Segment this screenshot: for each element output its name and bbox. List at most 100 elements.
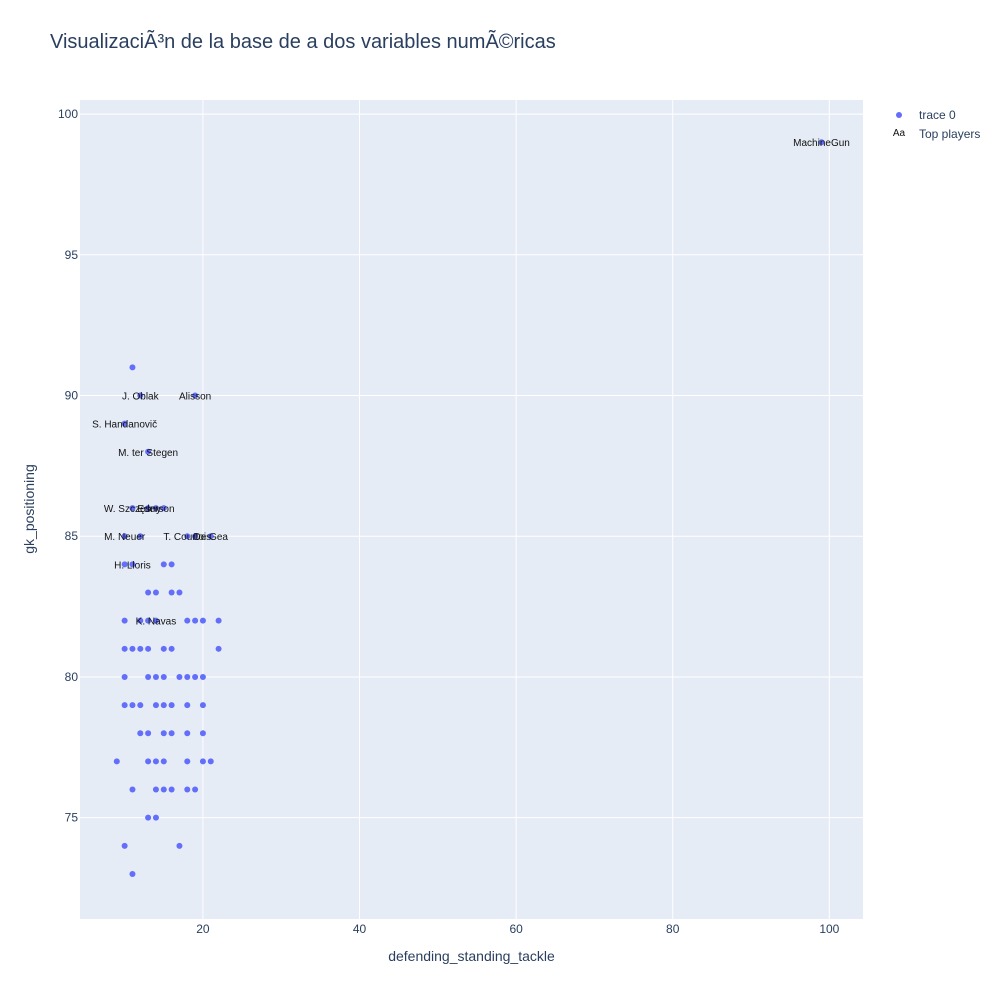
- data-point[interactable]: [160, 786, 167, 793]
- data-point[interactable]: [176, 842, 183, 849]
- data-point[interactable]: [129, 870, 136, 877]
- data-point[interactable]: [121, 420, 128, 427]
- data-point[interactable]: [168, 702, 175, 709]
- data-point[interactable]: [199, 730, 206, 737]
- player-label: W. Szczęsny: [104, 504, 161, 515]
- player-label: T. Courtois: [163, 532, 211, 543]
- data-point[interactable]: [160, 758, 167, 765]
- data-point[interactable]: [121, 561, 128, 568]
- data-point[interactable]: [176, 589, 183, 596]
- data-point[interactable]: [818, 139, 825, 146]
- data-point[interactable]: [152, 505, 159, 512]
- data-point[interactable]: [145, 589, 152, 596]
- data-point[interactable]: [129, 645, 136, 652]
- data-point[interactable]: [137, 392, 144, 399]
- data-point[interactable]: [160, 702, 167, 709]
- data-point[interactable]: [129, 505, 136, 512]
- data-point[interactable]: [199, 758, 206, 765]
- y-tick-label: 85: [65, 529, 79, 543]
- player-label: S. Handanovič: [92, 420, 157, 431]
- data-point[interactable]: [129, 786, 136, 793]
- player-label: H. Lloris: [114, 560, 151, 571]
- legend-item-top-players[interactable]: Aa Top players: [893, 127, 980, 141]
- data-point[interactable]: [113, 758, 120, 765]
- data-point[interactable]: [145, 448, 152, 455]
- player-label: K. Navas: [136, 617, 177, 628]
- data-point[interactable]: [145, 814, 152, 821]
- data-point[interactable]: [145, 673, 152, 680]
- data-point[interactable]: [184, 758, 191, 765]
- data-point[interactable]: [121, 673, 128, 680]
- data-point[interactable]: [160, 673, 167, 680]
- data-point[interactable]: [121, 842, 128, 849]
- data-point[interactable]: [152, 814, 159, 821]
- data-point[interactable]: [176, 673, 183, 680]
- data-point[interactable]: [199, 617, 206, 624]
- data-point[interactable]: [145, 645, 152, 652]
- data-point[interactable]: [207, 758, 214, 765]
- data-point[interactable]: [184, 702, 191, 709]
- data-point[interactable]: [145, 758, 152, 765]
- data-point[interactable]: [215, 617, 222, 624]
- data-point[interactable]: [192, 533, 199, 540]
- data-point[interactable]: [137, 702, 144, 709]
- data-point[interactable]: [184, 533, 191, 540]
- data-point[interactable]: [215, 645, 222, 652]
- data-point[interactable]: [121, 645, 128, 652]
- data-point[interactable]: [145, 617, 152, 624]
- data-point[interactable]: [152, 673, 159, 680]
- data-point[interactable]: [184, 673, 191, 680]
- data-point[interactable]: [160, 645, 167, 652]
- data-point[interactable]: [192, 786, 199, 793]
- data-point[interactable]: [152, 617, 159, 624]
- data-point[interactable]: [192, 673, 199, 680]
- data-point[interactable]: [160, 505, 167, 512]
- data-point[interactable]: [137, 645, 144, 652]
- player-label: M. Neuer: [104, 532, 146, 543]
- data-point[interactable]: [168, 786, 175, 793]
- data-point[interactable]: [121, 533, 128, 540]
- data-point[interactable]: [168, 589, 175, 596]
- data-point[interactable]: [121, 617, 128, 624]
- data-point[interactable]: [145, 505, 152, 512]
- data-point[interactable]: [168, 561, 175, 568]
- x-tick-label: 60: [509, 922, 523, 936]
- point-labels: J. Oblak Alisson S. Handanovič M. ter Stege…: [92, 138, 850, 627]
- data-point[interactable]: [152, 786, 159, 793]
- x-tick-label: 40: [353, 922, 367, 936]
- data-point[interactable]: [137, 617, 144, 624]
- data-point[interactable]: [152, 758, 159, 765]
- data-point[interactable]: [184, 617, 191, 624]
- legend-label-trace-0: trace 0: [919, 108, 956, 122]
- data-point[interactable]: [160, 730, 167, 737]
- data-point[interactable]: [199, 702, 206, 709]
- data-point[interactable]: [129, 364, 136, 371]
- y-tick-label: 100: [58, 107, 78, 121]
- data-point[interactable]: [184, 730, 191, 737]
- data-point[interactable]: [137, 730, 144, 737]
- data-point[interactable]: [121, 702, 128, 709]
- y-tick-label: 75: [65, 811, 79, 825]
- data-point[interactable]: [168, 645, 175, 652]
- data-point[interactable]: [184, 786, 191, 793]
- chart-title: VisualizaciÃ³n de la base de a dos varia…: [50, 31, 556, 53]
- legend-marker-icon: [896, 112, 902, 118]
- data-point[interactable]: [152, 702, 159, 709]
- player-label: J. Oblak: [122, 392, 160, 403]
- data-point[interactable]: [152, 589, 159, 596]
- data-point[interactable]: [129, 561, 136, 568]
- data-point[interactable]: [192, 392, 199, 399]
- data-point[interactable]: [145, 730, 152, 737]
- axis-ticks: 20 40 60 80 100 75 80 85 90 95 100: [58, 107, 840, 936]
- plot-area[interactable]: [80, 100, 863, 919]
- data-point[interactable]: [192, 617, 199, 624]
- data-point[interactable]: [137, 533, 144, 540]
- data-point[interactable]: [199, 673, 206, 680]
- legend-item-trace-0[interactable]: trace 0: [896, 108, 956, 122]
- data-point[interactable]: [129, 702, 136, 709]
- data-point[interactable]: [207, 533, 214, 540]
- y-axis-title: gk_positioning: [21, 464, 37, 554]
- data-point[interactable]: [168, 730, 175, 737]
- data-point[interactable]: [160, 561, 167, 568]
